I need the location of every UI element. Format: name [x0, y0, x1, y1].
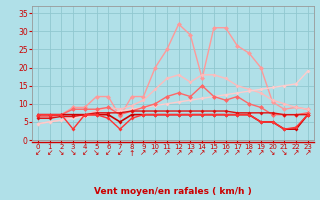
- Text: ↘: ↘: [269, 148, 276, 158]
- Text: ↗: ↗: [305, 148, 311, 158]
- Text: Vent moyen/en rafales ( km/h ): Vent moyen/en rafales ( km/h ): [94, 187, 252, 196]
- Text: ↗: ↗: [152, 148, 158, 158]
- Text: ↗: ↗: [187, 148, 194, 158]
- Text: ↙: ↙: [105, 148, 111, 158]
- Text: ↙: ↙: [35, 148, 41, 158]
- Text: ↙: ↙: [117, 148, 123, 158]
- Text: ↗: ↗: [211, 148, 217, 158]
- Text: ↘: ↘: [70, 148, 76, 158]
- Text: ↗: ↗: [164, 148, 170, 158]
- Text: ↗: ↗: [199, 148, 205, 158]
- Text: ↘: ↘: [58, 148, 65, 158]
- Text: ↙: ↙: [82, 148, 88, 158]
- Text: ↙: ↙: [46, 148, 53, 158]
- Text: ↗: ↗: [140, 148, 147, 158]
- Text: ↗: ↗: [258, 148, 264, 158]
- Text: ↗: ↗: [175, 148, 182, 158]
- Text: ↑: ↑: [129, 148, 135, 158]
- Text: ↗: ↗: [234, 148, 241, 158]
- Text: ↗: ↗: [222, 148, 229, 158]
- Text: ↗: ↗: [246, 148, 252, 158]
- Text: ↘: ↘: [281, 148, 287, 158]
- Text: ↗: ↗: [293, 148, 299, 158]
- Text: ↘: ↘: [93, 148, 100, 158]
